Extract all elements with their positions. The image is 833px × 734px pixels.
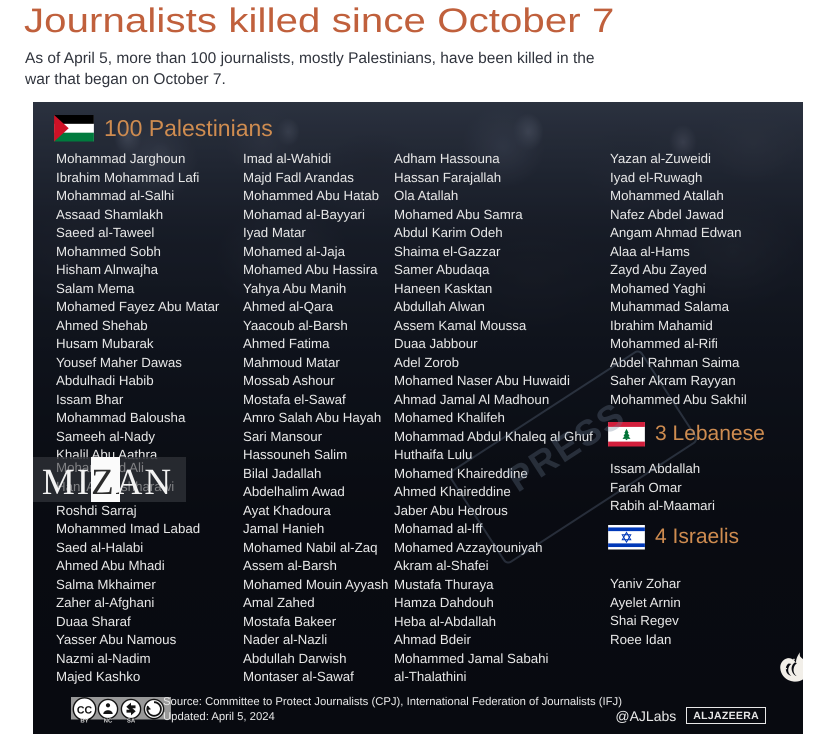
svg-text:BY: BY	[80, 718, 88, 725]
svg-text:NC: NC	[104, 718, 113, 725]
svg-text:CC: CC	[77, 704, 93, 716]
svg-text:SA: SA	[127, 718, 136, 725]
